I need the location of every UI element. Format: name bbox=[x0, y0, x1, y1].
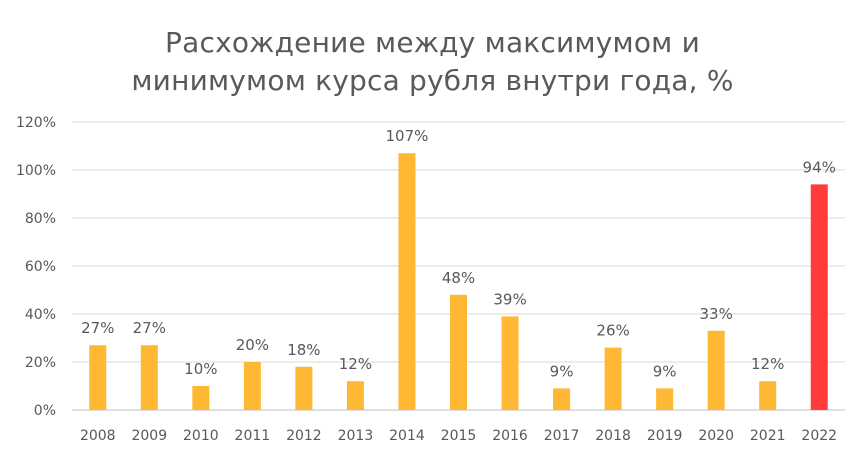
y-tick-label: 0% bbox=[34, 403, 56, 419]
bar bbox=[346, 381, 364, 410]
data-label: 27% bbox=[133, 319, 166, 337]
bar bbox=[192, 386, 210, 410]
bar bbox=[501, 316, 519, 410]
chart-title-line-1: Расхождение между максимумом и bbox=[165, 26, 700, 59]
y-tick-label: 100% bbox=[16, 163, 56, 179]
data-label: 26% bbox=[596, 322, 629, 340]
x-tick-label: 2008 bbox=[80, 428, 116, 444]
data-label: 18% bbox=[287, 341, 320, 359]
x-tick-label: 2013 bbox=[338, 428, 374, 444]
bar bbox=[295, 366, 313, 410]
x-tick-label: 2019 bbox=[647, 428, 683, 444]
x-tick-label: 2015 bbox=[441, 428, 477, 444]
bar bbox=[553, 388, 571, 410]
y-tick-label: 80% bbox=[25, 211, 56, 227]
x-tick-label: 2012 bbox=[286, 428, 322, 444]
x-tick-label: 2010 bbox=[183, 428, 219, 444]
data-label: 10% bbox=[184, 360, 217, 378]
x-tick-label: 2009 bbox=[131, 428, 167, 444]
bar bbox=[398, 153, 416, 410]
data-label: 94% bbox=[803, 158, 836, 176]
bar bbox=[656, 388, 674, 410]
bar bbox=[140, 345, 158, 410]
x-tick-label: 2017 bbox=[544, 428, 580, 444]
data-label: 33% bbox=[699, 305, 732, 323]
data-label: 27% bbox=[81, 319, 114, 337]
chart-title-line-2: минимумом курса рубля внутри года, % bbox=[131, 64, 734, 97]
data-label: 9% bbox=[653, 362, 677, 380]
data-label: 48% bbox=[442, 269, 475, 287]
bar bbox=[89, 345, 107, 410]
bar bbox=[604, 347, 622, 410]
x-tick-label: 2022 bbox=[801, 428, 837, 444]
y-tick-label: 40% bbox=[25, 307, 56, 323]
x-tick-label: 2021 bbox=[750, 428, 786, 444]
x-tick-label: 2014 bbox=[389, 428, 425, 444]
data-label: 39% bbox=[493, 290, 526, 308]
x-tick-label: 2020 bbox=[698, 428, 734, 444]
bar bbox=[759, 381, 777, 410]
x-tick-label: 2011 bbox=[235, 428, 271, 444]
data-label: 107% bbox=[386, 127, 429, 145]
bar bbox=[707, 330, 725, 410]
data-label: 12% bbox=[751, 355, 784, 373]
y-tick-label: 120% bbox=[16, 115, 56, 131]
x-tick-label: 2018 bbox=[595, 428, 631, 444]
y-tick-label: 60% bbox=[25, 259, 56, 275]
bar bbox=[450, 294, 467, 410]
bar bbox=[810, 184, 828, 410]
data-label: 9% bbox=[550, 362, 574, 380]
bar bbox=[243, 362, 261, 410]
data-label: 12% bbox=[339, 355, 372, 373]
x-tick-label: 2016 bbox=[492, 428, 528, 444]
chart-title: Расхождение между максимумом и минимумом… bbox=[0, 24, 865, 100]
data-label: 20% bbox=[236, 336, 269, 354]
y-tick-label: 20% bbox=[25, 355, 56, 371]
